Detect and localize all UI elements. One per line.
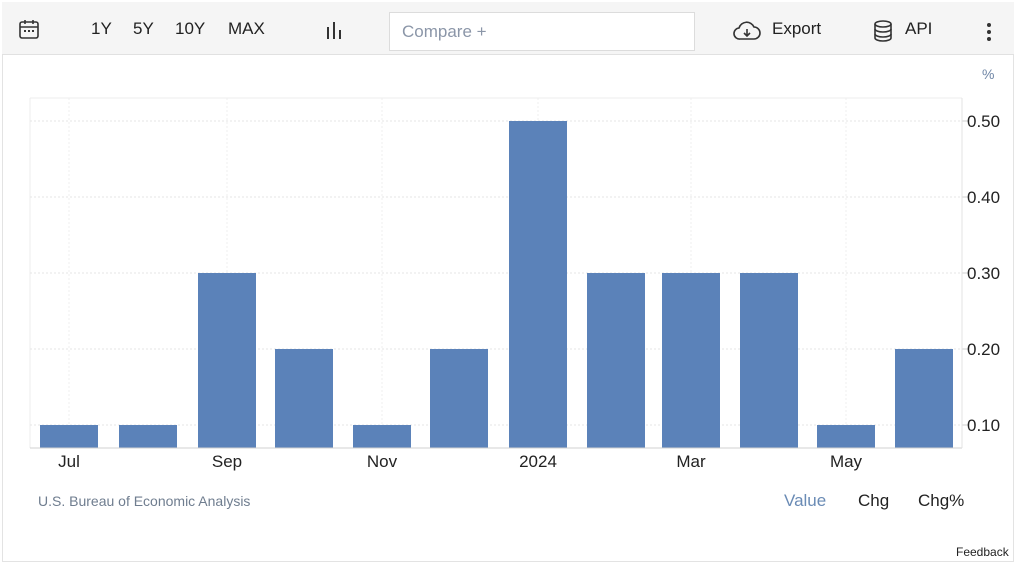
toolbar: 1Y 5Y 10Y MAX Compare + Export API	[2, 2, 1014, 55]
bar[interactable]	[662, 273, 720, 448]
export-button[interactable]: Export	[772, 19, 822, 38]
x-tick-label: Sep	[212, 452, 242, 471]
bar[interactable]	[119, 425, 177, 448]
x-tick-label: Jul	[58, 452, 80, 471]
x-tick-label: 2024	[519, 452, 557, 471]
x-tick-label: Nov	[367, 452, 398, 471]
bar[interactable]	[740, 273, 798, 448]
bar[interactable]	[817, 425, 875, 448]
bar-chart-icon[interactable]	[324, 21, 344, 39]
feedback-link[interactable]: Feedback	[956, 545, 1009, 559]
range-max-button[interactable]: MAX	[228, 19, 265, 38]
bar[interactable]	[275, 349, 333, 448]
range-10y-button[interactable]: 10Y	[175, 19, 206, 38]
more-vertical-icon[interactable]	[985, 22, 993, 42]
unit-label: %	[982, 66, 995, 82]
mode-chg-pct-tab[interactable]: Chg%	[918, 491, 965, 510]
cloud-download-icon[interactable]	[732, 20, 762, 42]
bar[interactable]	[353, 425, 411, 448]
source-label: U.S. Bureau of Economic Analysis	[38, 493, 251, 509]
api-button[interactable]: API	[905, 19, 933, 38]
database-icon[interactable]	[872, 19, 894, 43]
compare-input[interactable]: Compare +	[389, 12, 695, 51]
mode-chg-tab[interactable]: Chg	[858, 491, 890, 510]
y-tick-label: 0.20	[967, 340, 1000, 359]
y-tick-label: 0.30	[967, 264, 1000, 283]
x-tick-label: Mar	[676, 452, 706, 471]
y-tick-label: 0.40	[967, 188, 1000, 207]
y-tick-label: 0.10	[967, 416, 1000, 435]
range-1y-button[interactable]: 1Y	[91, 19, 112, 38]
y-tick-label: 0.50	[967, 112, 1000, 131]
bar[interactable]	[430, 349, 488, 448]
bar[interactable]	[895, 349, 953, 448]
calendar-icon[interactable]	[18, 18, 40, 40]
bar[interactable]	[509, 121, 567, 448]
x-tick-label: May	[830, 452, 863, 471]
bar[interactable]	[40, 425, 98, 448]
bar[interactable]	[198, 273, 256, 448]
range-5y-button[interactable]: 5Y	[133, 19, 154, 38]
mode-value-tab[interactable]: Value	[784, 491, 827, 510]
bar[interactable]	[587, 273, 645, 448]
